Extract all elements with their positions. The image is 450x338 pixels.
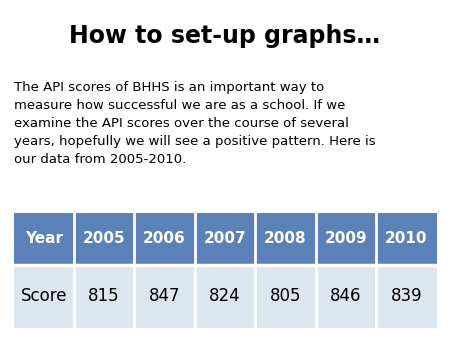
Text: 847: 847 xyxy=(149,287,180,305)
Text: 2009: 2009 xyxy=(324,231,367,246)
Text: 824: 824 xyxy=(209,287,241,305)
Text: How to set-up graphs…: How to set-up graphs… xyxy=(69,24,381,48)
Text: 2008: 2008 xyxy=(264,231,307,246)
Text: 2005: 2005 xyxy=(83,231,126,246)
Text: 2007: 2007 xyxy=(204,231,246,246)
Text: 815: 815 xyxy=(88,287,120,305)
Text: 2006: 2006 xyxy=(143,231,186,246)
Text: Year: Year xyxy=(25,231,63,246)
Text: 2010: 2010 xyxy=(385,231,428,246)
Text: 846: 846 xyxy=(330,287,362,305)
Text: The API scores of BHHS is an important way to
measure how successful we are as a: The API scores of BHHS is an important w… xyxy=(14,81,375,166)
Bar xyxy=(14,213,436,265)
Text: Score: Score xyxy=(20,287,67,305)
Text: 839: 839 xyxy=(391,287,422,305)
Bar xyxy=(14,265,436,328)
Text: 805: 805 xyxy=(270,287,301,305)
